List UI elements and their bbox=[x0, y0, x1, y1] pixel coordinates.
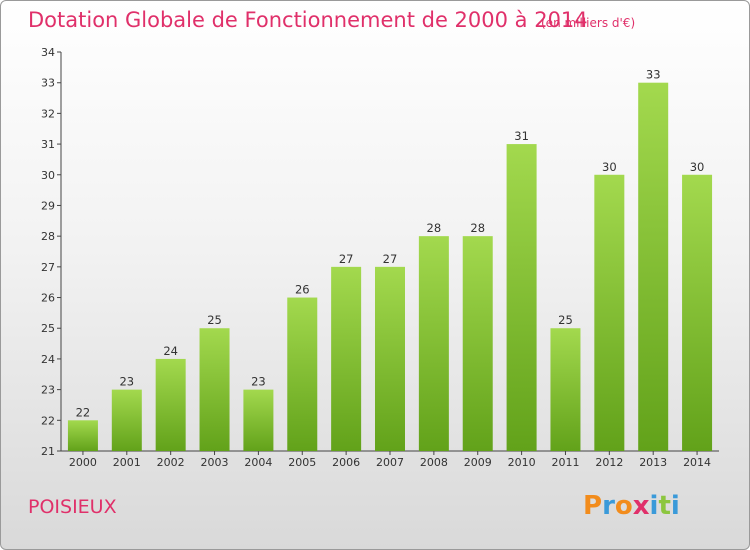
y-tick-label: 30 bbox=[41, 169, 55, 182]
bar-value-label: 30 bbox=[602, 160, 617, 174]
bar bbox=[243, 389, 274, 451]
y-tick-label: 31 bbox=[41, 138, 55, 151]
y-tick-label: 26 bbox=[41, 292, 55, 305]
bar-value-label: 30 bbox=[690, 160, 705, 174]
bar bbox=[199, 328, 230, 451]
x-tick-label: 2010 bbox=[508, 456, 536, 469]
logo-letter: P bbox=[583, 491, 603, 521]
bar bbox=[594, 174, 625, 451]
bar bbox=[550, 328, 581, 451]
x-tick-label: 2001 bbox=[113, 456, 141, 469]
x-tick-label: 2003 bbox=[201, 456, 229, 469]
logo-letter: i bbox=[649, 491, 659, 521]
bar-value-label: 27 bbox=[339, 252, 354, 266]
bar bbox=[375, 266, 405, 451]
bar-value-label: 25 bbox=[558, 313, 573, 327]
y-tick-label: 29 bbox=[41, 199, 55, 212]
y-tick-label: 22 bbox=[41, 414, 55, 427]
bar bbox=[67, 420, 98, 451]
x-tick-label: 2000 bbox=[69, 456, 97, 469]
x-tick-label: 2002 bbox=[157, 456, 185, 469]
commune-name: POISIEUX bbox=[28, 496, 117, 518]
x-tick-label: 2013 bbox=[639, 456, 667, 469]
x-tick-label: 2006 bbox=[332, 456, 360, 469]
y-tick-label: 24 bbox=[41, 353, 55, 366]
proxiti-logo: Proxiti bbox=[583, 491, 680, 521]
logo-letter: x bbox=[632, 491, 650, 521]
y-tick-label: 33 bbox=[41, 77, 55, 90]
bar-value-label: 23 bbox=[251, 375, 266, 389]
bar-value-label: 28 bbox=[470, 221, 485, 235]
bar-value-label: 33 bbox=[646, 68, 661, 82]
bar bbox=[462, 236, 493, 451]
y-tick-label: 34 bbox=[41, 46, 55, 59]
x-tick-label: 2007 bbox=[376, 456, 404, 469]
logo-letter: t bbox=[658, 491, 671, 521]
bar-value-label: 28 bbox=[427, 221, 442, 235]
y-tick-label: 23 bbox=[41, 384, 55, 397]
bar-value-label: 25 bbox=[207, 313, 222, 327]
y-tick-label: 28 bbox=[41, 230, 55, 243]
bar bbox=[111, 389, 142, 451]
logo-letter: r bbox=[602, 491, 615, 521]
x-tick-label: 2012 bbox=[595, 456, 623, 469]
bar-value-label: 31 bbox=[514, 129, 529, 143]
y-tick-label: 32 bbox=[41, 107, 55, 120]
bar bbox=[682, 174, 713, 451]
bar bbox=[506, 144, 537, 452]
bar bbox=[331, 266, 362, 451]
bar bbox=[638, 82, 669, 451]
x-tick-label: 2005 bbox=[288, 456, 316, 469]
bar bbox=[287, 297, 318, 451]
bar-value-label: 24 bbox=[163, 344, 178, 358]
chart-title: Dotation Globale de Fonctionnement de 20… bbox=[28, 8, 588, 32]
y-tick-label: 21 bbox=[41, 445, 55, 458]
x-tick-label: 2004 bbox=[244, 456, 272, 469]
y-tick-label: 27 bbox=[41, 261, 55, 274]
y-tick-label: 25 bbox=[41, 322, 55, 335]
x-tick-label: 2014 bbox=[683, 456, 711, 469]
bar bbox=[418, 236, 449, 451]
x-tick-label: 2008 bbox=[420, 456, 448, 469]
logo-letter: o bbox=[614, 491, 633, 521]
chart-unit-label: (en milliers d'€) bbox=[541, 16, 636, 30]
bar-value-label: 26 bbox=[295, 283, 310, 297]
bar-value-label: 22 bbox=[76, 405, 91, 419]
bar-value-label: 23 bbox=[119, 375, 134, 389]
logo-letter: i bbox=[670, 491, 680, 521]
bar-value-label: 27 bbox=[383, 252, 398, 266]
x-tick-label: 2011 bbox=[551, 456, 579, 469]
bar bbox=[155, 358, 186, 451]
x-tick-label: 2009 bbox=[464, 456, 492, 469]
